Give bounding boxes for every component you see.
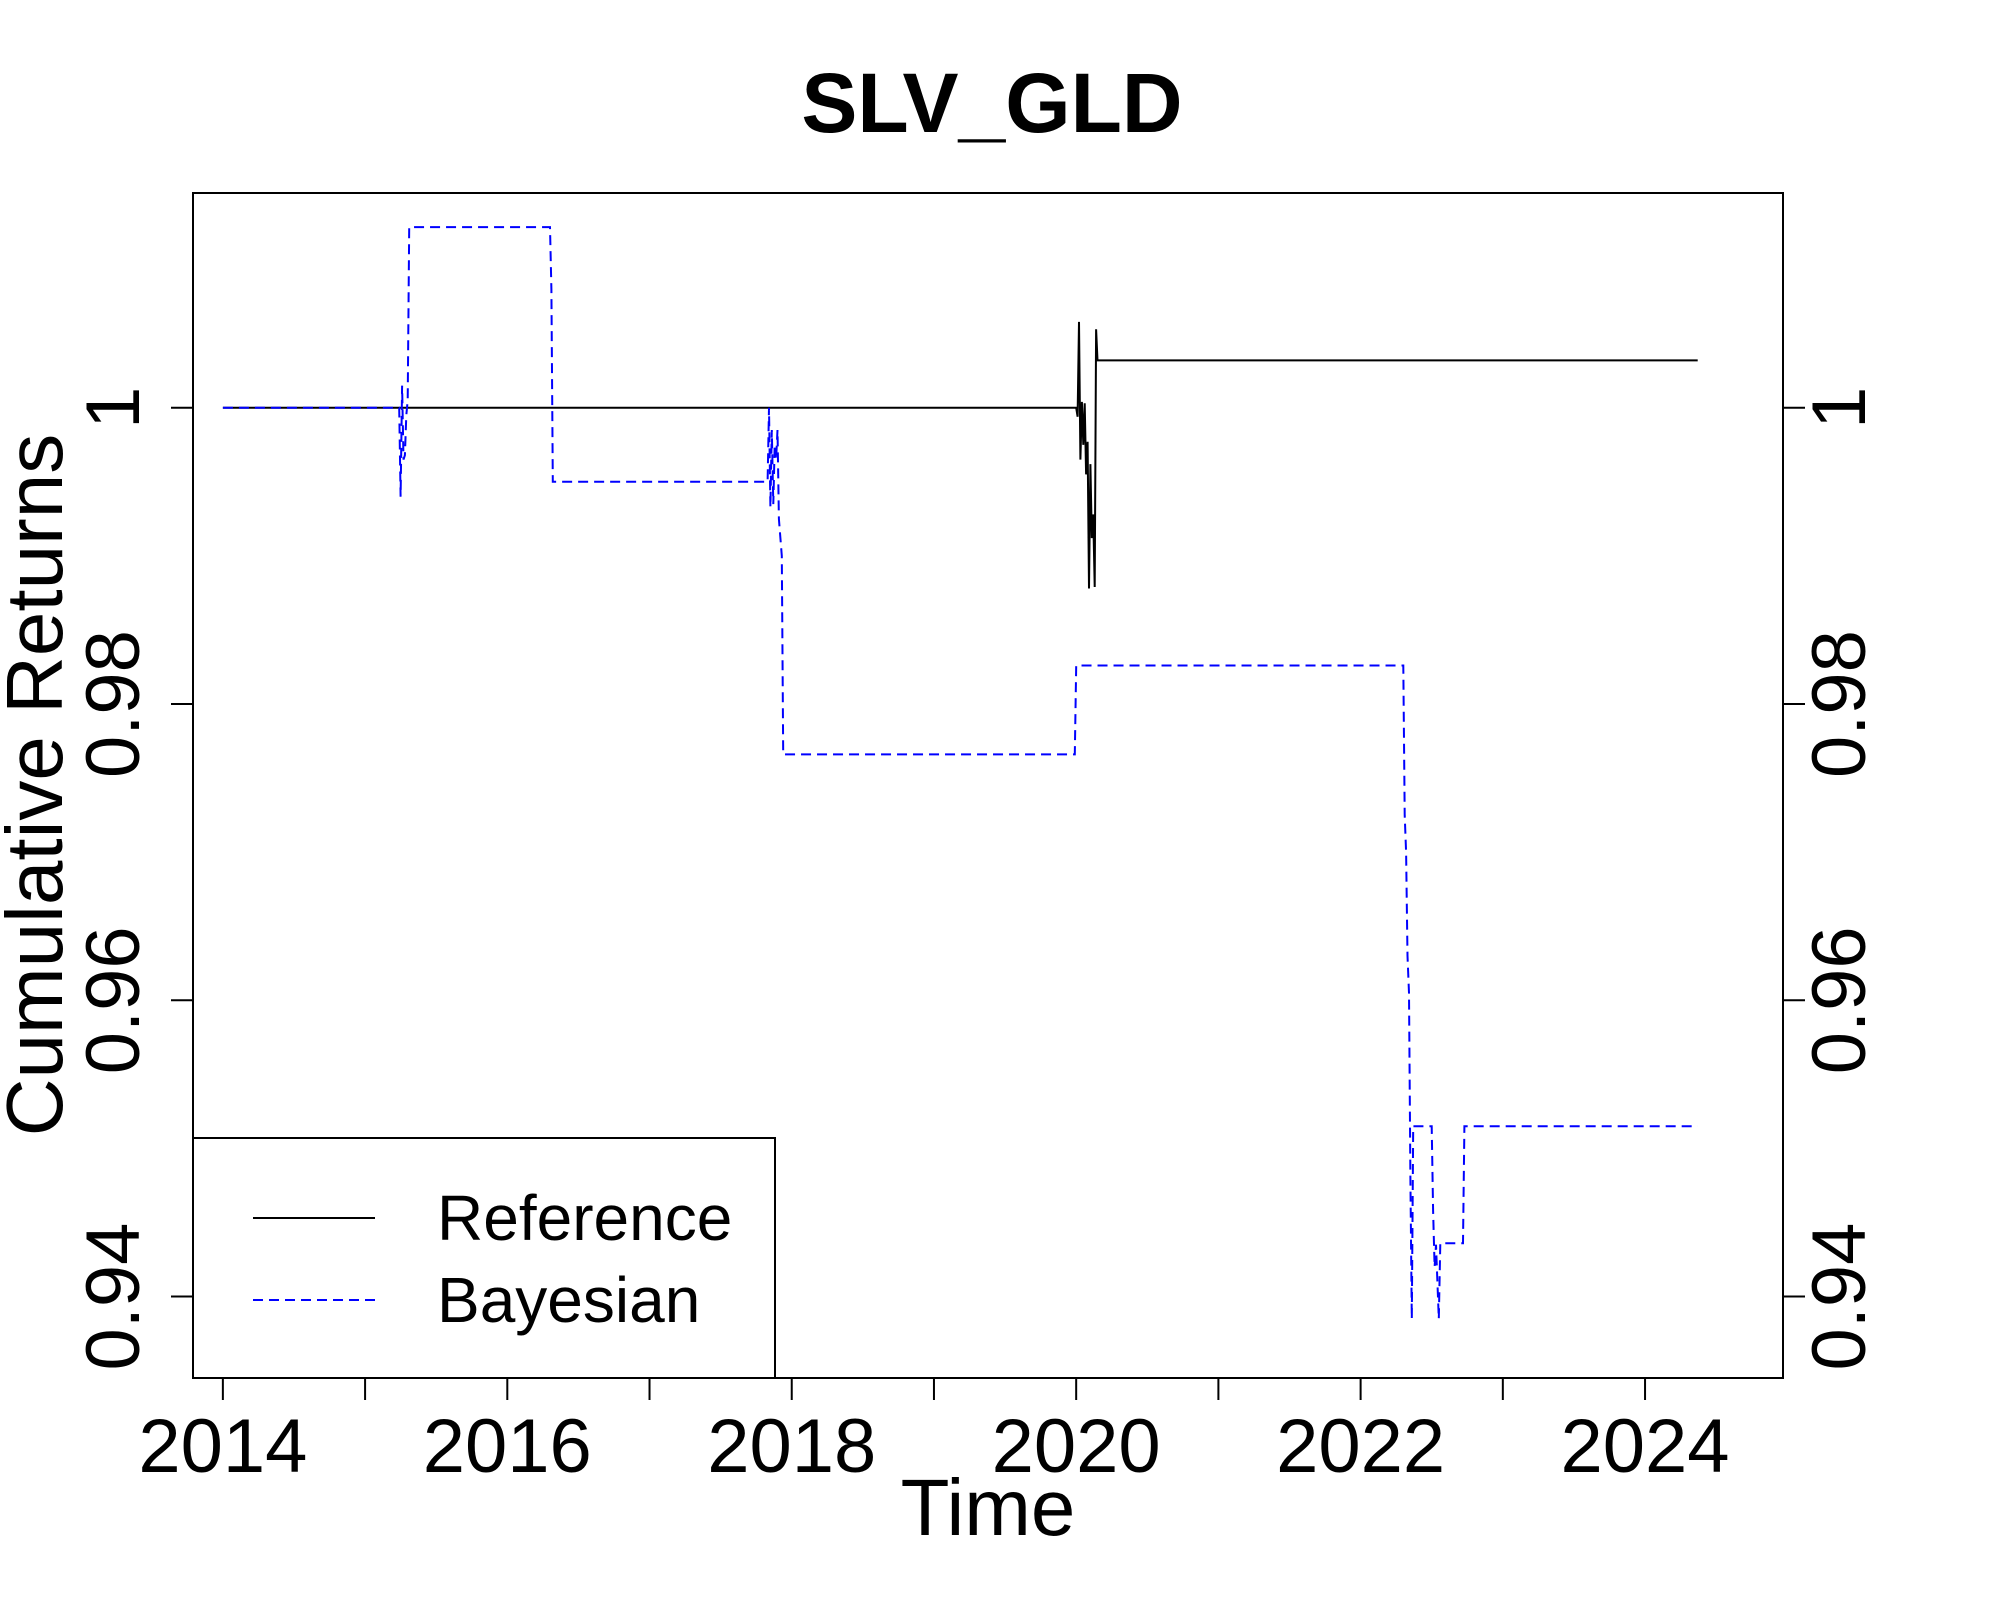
y-tick-label-left: 0.96 [71, 926, 156, 1074]
x-tick-label: 2018 [707, 1404, 876, 1489]
y-tick-label-right: 1 [1797, 387, 1882, 429]
y-tick-label-right: 0.94 [1797, 1223, 1882, 1371]
y-tick-label-left: 0.98 [71, 630, 156, 778]
x-tick-label: 2014 [138, 1404, 307, 1489]
x-tick-label: 2020 [992, 1404, 1161, 1489]
y-tick-label-right: 0.96 [1797, 926, 1882, 1074]
x-tick-label: 2022 [1276, 1404, 1445, 1489]
x-axis-label: Time [901, 1463, 1076, 1552]
x-axis: 2014 2016 2018 2020 2022 2024 [138, 1378, 1730, 1489]
y-tick-label-left: 0.94 [71, 1223, 156, 1371]
series-line-bayesian [222, 226, 1698, 1319]
series-layer [222, 226, 1698, 1319]
y-axis-right: 0.94 0.96 0.98 1 [1783, 387, 1882, 1371]
series-line-reference [222, 321, 1698, 589]
chart-title: SLV_GLD [801, 56, 1182, 150]
y-axis-label: Cumulative Returns [0, 434, 79, 1137]
legend-label-bayesian: Bayesian [437, 1264, 700, 1336]
legend-box [192, 1137, 776, 1379]
x-tick-label: 2024 [1561, 1404, 1730, 1489]
legend-label-reference: Reference [437, 1182, 732, 1254]
y-tick-label-left: 1 [71, 387, 156, 429]
y-axis-left: 0.94 0.96 0.98 1 [71, 387, 193, 1371]
x-tick-label: 2016 [423, 1404, 592, 1489]
y-tick-label-right: 0.98 [1797, 630, 1882, 778]
legend: Reference Bayesian [192, 1137, 776, 1379]
plot-area-border [192, 192, 1784, 1379]
